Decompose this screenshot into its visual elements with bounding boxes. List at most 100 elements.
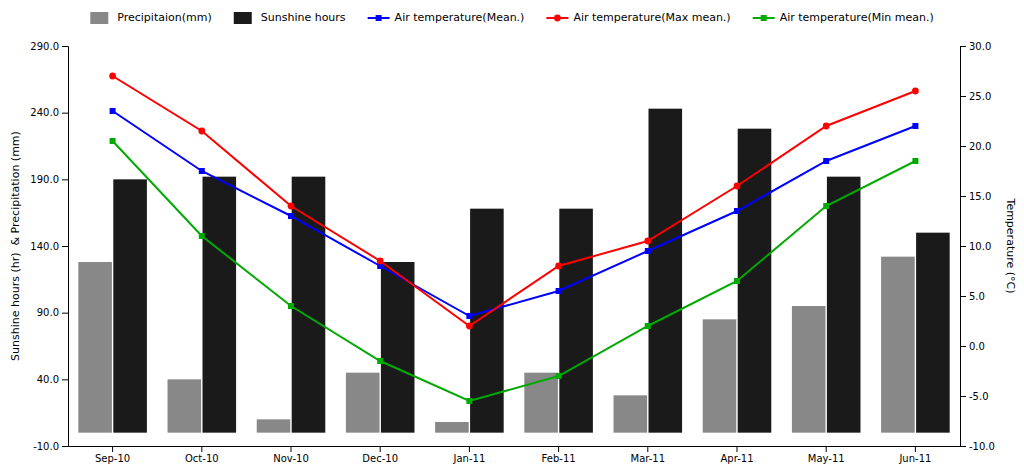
- bar: [559, 209, 593, 433]
- tick-label: 140.0: [30, 241, 59, 252]
- marker: [734, 183, 741, 190]
- tick: Apr-11: [721, 446, 754, 464]
- bar: [346, 373, 380, 433]
- tick: Sep-10: [95, 446, 130, 464]
- marker: [823, 158, 829, 164]
- marker: [912, 123, 918, 129]
- tick-label: 20.0: [969, 141, 991, 152]
- tick-label: Nov-10: [273, 453, 309, 464]
- tick-label: 15.0: [969, 191, 991, 202]
- tick-mark: [380, 446, 381, 452]
- tick: Mar-11: [631, 446, 666, 464]
- bar: [648, 109, 682, 433]
- tick-label: Jan-11: [453, 453, 486, 464]
- tick-label: -5.0: [969, 391, 989, 402]
- tick: 40.0: [37, 374, 68, 385]
- marker: [199, 168, 205, 174]
- line: [113, 76, 916, 326]
- tick: 20.0: [960, 141, 991, 152]
- tick-mark: [291, 446, 292, 452]
- tick-label: 0.0: [969, 341, 985, 352]
- marker: [198, 128, 205, 135]
- legend-swatch: [234, 12, 252, 24]
- bar: [292, 177, 326, 433]
- legend-marker: [376, 15, 382, 21]
- marker: [556, 373, 562, 379]
- line-series: [110, 138, 919, 404]
- x-axis: Sep-10 Oct-10 Nov-10 Dec-10 Jan-11 Feb-11 Mar-…: [69, 446, 961, 464]
- bar: [435, 422, 469, 433]
- tick-mark: [62, 446, 68, 447]
- marker: [466, 398, 472, 404]
- marker: [556, 288, 562, 294]
- line: [113, 111, 916, 316]
- marker: [645, 323, 651, 329]
- legend-marker: [554, 15, 561, 22]
- bar: [614, 395, 648, 432]
- line-series: [110, 108, 919, 319]
- tick-mark: [960, 446, 966, 447]
- bar: [703, 319, 737, 432]
- tick-mark: [960, 96, 966, 97]
- marker: [466, 313, 472, 319]
- legend-label: Air temperature(Mean.): [395, 11, 525, 24]
- marker: [288, 303, 294, 309]
- line: [113, 141, 916, 401]
- tick: -5.0: [960, 391, 989, 402]
- tick-mark: [62, 46, 68, 47]
- tick-mark: [112, 446, 113, 452]
- bar: [792, 306, 826, 433]
- tick: 10.0: [960, 241, 991, 252]
- legend-swatch: [90, 12, 108, 24]
- tick-label: 30.0: [969, 41, 991, 52]
- tick-mark: [826, 446, 827, 452]
- tick-mark: [960, 246, 966, 247]
- tick-mark: [62, 246, 68, 247]
- tick: Nov-10: [273, 446, 309, 464]
- marker: [644, 238, 651, 245]
- tick: 90.0: [37, 307, 68, 318]
- marker: [734, 208, 740, 214]
- bar-series: [113, 109, 949, 433]
- bar: [168, 379, 202, 432]
- tick-label: 40.0: [37, 374, 59, 385]
- legend-item: Sunshine hours: [234, 11, 346, 24]
- tick: Jun-11: [898, 446, 931, 464]
- tick-mark: [62, 313, 68, 314]
- tick: 190.0: [30, 174, 68, 185]
- tick-mark: [960, 396, 966, 397]
- tick: -10.0: [33, 441, 68, 452]
- y2-axis-title: Temperature (°C): [1004, 198, 1017, 294]
- legend-item: Air temperature(Max mean.): [546, 11, 730, 24]
- tick-label: Dec-10: [362, 453, 398, 464]
- tick: 140.0: [30, 241, 68, 252]
- tick-label: May-11: [808, 453, 845, 464]
- legend-label: Sunshine hours: [261, 11, 346, 24]
- marker: [912, 158, 918, 164]
- legend-item: Precipitaion(mm): [90, 11, 211, 24]
- tick: 5.0: [960, 291, 985, 302]
- tick-mark: [62, 113, 68, 114]
- line-series: [109, 73, 919, 330]
- tick-mark: [62, 179, 68, 180]
- tick: -10.0: [960, 441, 995, 452]
- tick-mark: [647, 446, 648, 452]
- tick: 15.0: [960, 191, 991, 202]
- legend-label: Precipitaion(mm): [117, 11, 211, 24]
- chart: Sep-10 Oct-10 Nov-10 Dec-10 Jan-11 Feb-11 Mar-…: [0, 0, 1024, 476]
- tick-mark: [62, 379, 68, 380]
- tick: Oct-10: [185, 446, 219, 464]
- tick: Dec-10: [362, 446, 398, 464]
- marker: [110, 138, 116, 144]
- marker: [645, 248, 651, 254]
- marker: [377, 258, 384, 265]
- marker: [466, 323, 473, 330]
- tick: Feb-11: [542, 446, 576, 464]
- tick: Jan-11: [453, 446, 486, 464]
- y-axis-title: Sunshine hours (hr) & Precipitation (mm): [9, 131, 22, 361]
- marker: [734, 278, 740, 284]
- tick-label: 10.0: [969, 241, 991, 252]
- plot-area: [78, 73, 949, 433]
- tick-mark: [469, 446, 470, 452]
- legend-item: Air temperature(Min mean.): [753, 11, 934, 24]
